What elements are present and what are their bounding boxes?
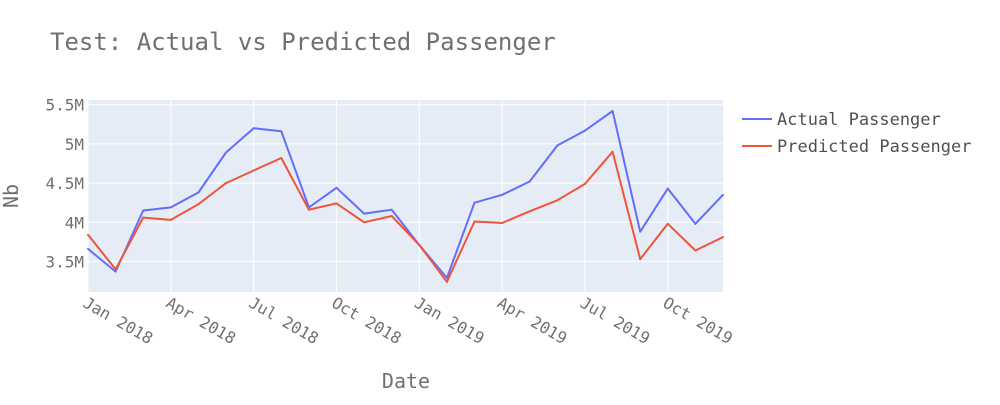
x-tick-label: Oct 2019 — [660, 293, 736, 348]
data-point — [252, 127, 255, 130]
y-tick-label: 4M — [65, 213, 84, 232]
data-point — [169, 206, 172, 209]
data-point — [528, 210, 531, 213]
data-point — [390, 208, 393, 211]
plot-area — [88, 100, 723, 292]
data-point — [639, 230, 642, 233]
data-point — [501, 222, 504, 225]
data-point — [280, 130, 283, 133]
y-tick-label: 4.5M — [45, 174, 84, 193]
data-point — [114, 270, 117, 273]
data-point — [556, 144, 559, 147]
x-tick-label: Jan 2019 — [411, 293, 487, 348]
data-point — [473, 201, 476, 204]
data-point — [225, 151, 228, 154]
data-point — [611, 109, 614, 112]
data-point — [583, 129, 586, 132]
series-lines — [87, 109, 724, 283]
legend-label: Actual Passenger — [777, 110, 941, 130]
data-point — [307, 208, 310, 211]
data-point — [142, 209, 145, 212]
data-point — [363, 212, 366, 215]
data-point — [611, 150, 614, 153]
y-axis: 3.5M 4M 4.5M 5M 5.5M — [45, 96, 84, 272]
x-axis-title: Date — [382, 369, 430, 393]
x-axis: Jan 2018 Apr 2018 Jul 2018 Oct 2018 Jan 2019… — [80, 293, 736, 348]
data-point — [197, 203, 200, 206]
data-point — [722, 193, 724, 196]
data-point — [87, 247, 89, 250]
x-tick-label: Apr 2018 — [163, 293, 239, 348]
data-point — [583, 182, 586, 185]
y-axis-title: Nb — [0, 184, 23, 208]
grid-lines — [87, 100, 723, 292]
legend-label: Predicted Passenger — [777, 137, 971, 157]
series-line-0 — [87, 110, 724, 279]
data-point — [87, 233, 89, 236]
legend: Actual Passenger Predicted Passenger — [742, 110, 971, 157]
data-point — [252, 169, 255, 172]
y-tick-label: 5.5M — [45, 96, 84, 115]
data-point — [335, 202, 338, 205]
data-point — [225, 182, 228, 185]
data-point — [390, 214, 393, 217]
data-point — [363, 221, 366, 224]
data-point — [722, 236, 724, 239]
x-tick-label: Jul 2018 — [246, 293, 322, 348]
chart-title: Test: Actual vs Predicted Passenger — [50, 28, 556, 56]
y-tick-label: 5M — [65, 135, 84, 154]
data-point — [169, 218, 172, 221]
data-point — [142, 216, 145, 219]
data-point — [473, 220, 476, 223]
data-point — [280, 156, 283, 159]
data-point — [694, 249, 697, 252]
x-tick-label: Jan 2018 — [80, 293, 156, 348]
x-tick-label: Jul 2019 — [577, 293, 653, 348]
data-point — [666, 187, 669, 190]
series-line-1 — [87, 150, 724, 283]
data-point — [501, 193, 504, 196]
data-point — [666, 222, 669, 225]
data-point — [418, 243, 421, 246]
x-tick-label: Oct 2018 — [328, 293, 404, 348]
data-point — [445, 280, 448, 283]
data-point — [556, 199, 559, 202]
data-point — [639, 258, 642, 261]
data-point — [197, 191, 200, 194]
y-tick-label: 3.5M — [45, 252, 84, 271]
x-tick-label: Apr 2019 — [494, 293, 570, 348]
data-point — [694, 222, 697, 225]
data-point — [114, 268, 117, 271]
data-point — [335, 186, 338, 189]
data-point — [528, 180, 531, 183]
